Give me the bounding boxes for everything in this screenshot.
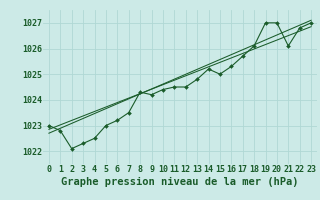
X-axis label: Graphe pression niveau de la mer (hPa): Graphe pression niveau de la mer (hPa) [61,177,299,187]
